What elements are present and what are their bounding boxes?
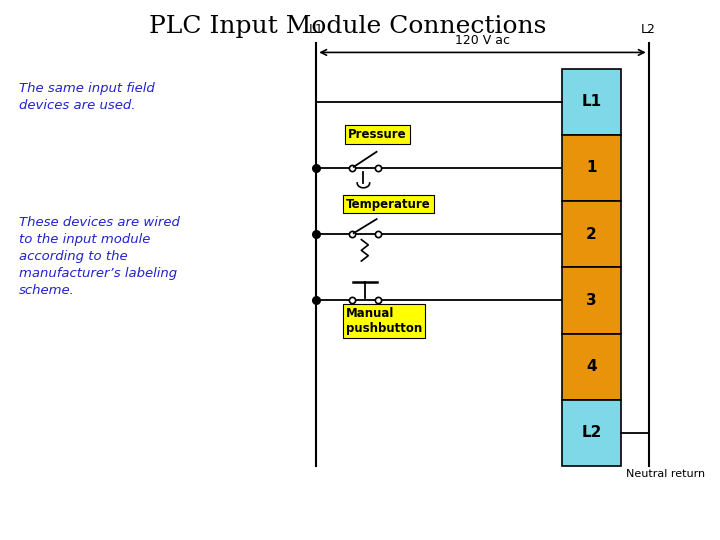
Text: These devices are wired
to the input module
according to the
manufacturer’s labe: These devices are wired to the input mod… bbox=[19, 217, 179, 298]
Text: PLC Input Module Connections: PLC Input Module Connections bbox=[149, 15, 546, 38]
Text: L1: L1 bbox=[582, 94, 602, 109]
Text: 2: 2 bbox=[586, 227, 597, 242]
Text: The same input field
devices are used.: The same input field devices are used. bbox=[19, 82, 155, 112]
Bar bbox=[562, 400, 621, 466]
Text: 1: 1 bbox=[586, 160, 597, 176]
Text: Manual
pushbutton: Manual pushbutton bbox=[346, 307, 423, 335]
Text: 120 V ac: 120 V ac bbox=[455, 34, 510, 47]
Text: L2: L2 bbox=[642, 23, 656, 36]
Text: Pressure: Pressure bbox=[348, 128, 407, 141]
Text: Neutral return: Neutral return bbox=[626, 469, 706, 480]
Text: 4: 4 bbox=[586, 359, 597, 374]
Text: L2: L2 bbox=[581, 426, 602, 441]
Bar bbox=[562, 201, 621, 267]
Bar bbox=[562, 135, 621, 201]
Bar bbox=[562, 267, 621, 334]
Bar bbox=[562, 69, 621, 135]
Text: 3: 3 bbox=[586, 293, 597, 308]
Text: Temperature: Temperature bbox=[346, 198, 431, 211]
Text: L1: L1 bbox=[309, 23, 324, 36]
Bar bbox=[562, 334, 621, 400]
